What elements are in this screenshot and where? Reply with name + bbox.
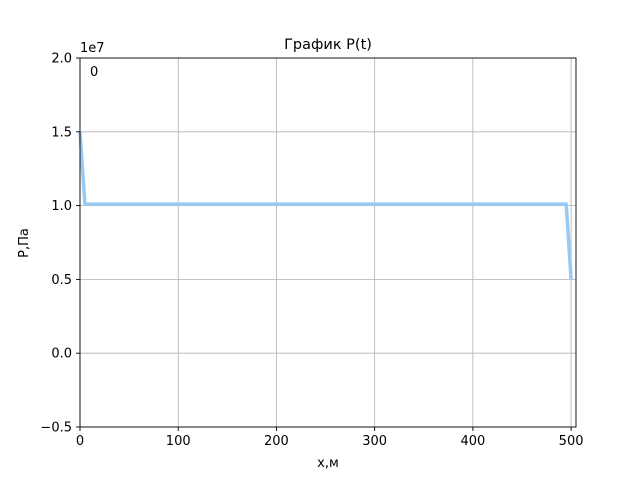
ticks: 0 100 200 300 400 500 −0.5 0.0 0.5 1.0 1.5 2.0	[40, 52, 583, 450]
x-tick-label: 300	[362, 434, 387, 449]
x-tick-label: 0	[76, 434, 84, 449]
y-tick-label: 1.0	[51, 199, 72, 214]
y-tick-label: 1.5	[51, 125, 72, 140]
chart-title: График P(t)	[284, 37, 372, 53]
x-axis-label: x,м	[317, 456, 339, 471]
y-offset-label: 1e7	[80, 41, 105, 56]
plot-frame	[79, 57, 577, 428]
annotation-label: 0	[90, 65, 98, 80]
x-tick-label: 200	[264, 434, 289, 449]
series-line	[78, 131, 573, 280]
x-tick-label: 500	[559, 434, 584, 449]
y-tick-label: 2.0	[51, 52, 72, 67]
x-tick-label: 100	[166, 434, 191, 449]
y-tick-label: −0.5	[40, 421, 72, 436]
y-tick-label: 0.0	[51, 347, 72, 362]
series-layer	[78, 131, 573, 280]
y-axis-label: P,Па	[17, 228, 32, 258]
x-tick-label: 400	[460, 434, 485, 449]
y-tick-label: 0.5	[51, 273, 72, 288]
